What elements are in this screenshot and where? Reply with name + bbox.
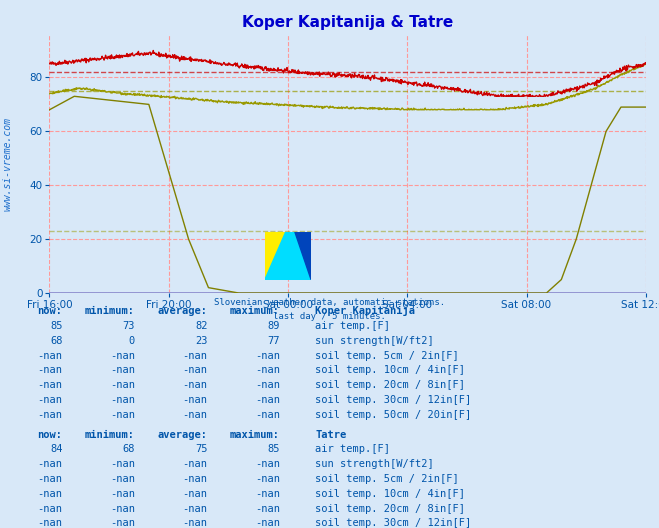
Text: -nan: -nan [110,459,135,469]
Text: sun strength[W/ft2]: sun strength[W/ft2] [315,336,434,346]
Text: -nan: -nan [38,365,63,375]
Text: soil temp. 10cm / 4in[F]: soil temp. 10cm / 4in[F] [315,489,465,499]
Text: maximum:: maximum: [230,430,280,440]
Polygon shape [295,232,311,279]
Text: -nan: -nan [38,474,63,484]
Text: air temp.[F]: air temp.[F] [315,321,390,331]
Text: -nan: -nan [183,395,208,405]
Text: maximum:: maximum: [230,306,280,316]
Text: soil temp. 20cm / 8in[F]: soil temp. 20cm / 8in[F] [315,380,465,390]
Text: -nan: -nan [110,395,135,405]
Text: last day / 5 minutes.: last day / 5 minutes. [273,312,386,320]
Text: soil temp. 30cm / 12in[F]: soil temp. 30cm / 12in[F] [315,518,471,528]
Text: 77: 77 [268,336,280,346]
Text: sun strength[W/ft2]: sun strength[W/ft2] [315,459,434,469]
Text: 85: 85 [268,445,280,455]
Text: -nan: -nan [183,410,208,420]
Text: -nan: -nan [110,410,135,420]
Text: -nan: -nan [183,504,208,514]
Text: 68: 68 [123,445,135,455]
Text: -nan: -nan [38,380,63,390]
Text: -nan: -nan [183,459,208,469]
Text: -nan: -nan [183,351,208,361]
Text: -nan: -nan [110,351,135,361]
Text: -nan: -nan [38,410,63,420]
Text: air temp.[F]: air temp.[F] [315,445,390,455]
Text: 23: 23 [195,336,208,346]
Text: 82: 82 [195,321,208,331]
Text: -nan: -nan [110,365,135,375]
Text: -nan: -nan [255,410,280,420]
Text: -nan: -nan [255,474,280,484]
Text: now:: now: [38,430,63,440]
Text: -nan: -nan [38,459,63,469]
Text: -nan: -nan [255,380,280,390]
Text: 75: 75 [195,445,208,455]
Text: 0: 0 [129,336,135,346]
Text: -nan: -nan [38,504,63,514]
Text: Slovenian weather data, automatic stations.: Slovenian weather data, automatic statio… [214,298,445,307]
Text: -nan: -nan [110,518,135,528]
Text: Koper Kapitanija: Koper Kapitanija [315,305,415,316]
Text: -nan: -nan [255,518,280,528]
Text: soil temp. 5cm / 2in[F]: soil temp. 5cm / 2in[F] [315,474,459,484]
Text: -nan: -nan [38,518,63,528]
Text: -nan: -nan [110,380,135,390]
Text: minimum:: minimum: [85,306,135,316]
Text: soil temp. 30cm / 12in[F]: soil temp. 30cm / 12in[F] [315,395,471,405]
Text: 68: 68 [50,336,63,346]
Text: soil temp. 5cm / 2in[F]: soil temp. 5cm / 2in[F] [315,351,459,361]
Text: -nan: -nan [183,365,208,375]
Title: Koper Kapitanija & Tatre: Koper Kapitanija & Tatre [242,15,453,31]
Text: -nan: -nan [38,395,63,405]
Text: -nan: -nan [255,365,280,375]
Text: 73: 73 [123,321,135,331]
Text: minimum:: minimum: [85,430,135,440]
Text: 85: 85 [50,321,63,331]
Text: www.si-vreme.com: www.si-vreme.com [3,117,13,211]
Text: -nan: -nan [255,351,280,361]
Text: now:: now: [38,306,63,316]
Text: average:: average: [158,430,208,440]
Text: -nan: -nan [255,395,280,405]
Text: -nan: -nan [38,489,63,499]
Text: soil temp. 20cm / 8in[F]: soil temp. 20cm / 8in[F] [315,504,465,514]
Polygon shape [265,232,286,279]
Text: 84: 84 [50,445,63,455]
Text: -nan: -nan [255,504,280,514]
Text: -nan: -nan [255,459,280,469]
Text: soil temp. 10cm / 4in[F]: soil temp. 10cm / 4in[F] [315,365,465,375]
Text: -nan: -nan [183,380,208,390]
Text: average:: average: [158,306,208,316]
Text: 89: 89 [268,321,280,331]
Text: -nan: -nan [38,351,63,361]
Text: -nan: -nan [183,474,208,484]
Text: Tatre: Tatre [315,430,346,440]
Text: -nan: -nan [255,489,280,499]
Text: -nan: -nan [183,489,208,499]
Text: -nan: -nan [183,518,208,528]
Text: -nan: -nan [110,474,135,484]
Polygon shape [265,232,311,279]
Text: -nan: -nan [110,489,135,499]
Text: soil temp. 50cm / 20in[F]: soil temp. 50cm / 20in[F] [315,410,471,420]
Text: -nan: -nan [110,504,135,514]
